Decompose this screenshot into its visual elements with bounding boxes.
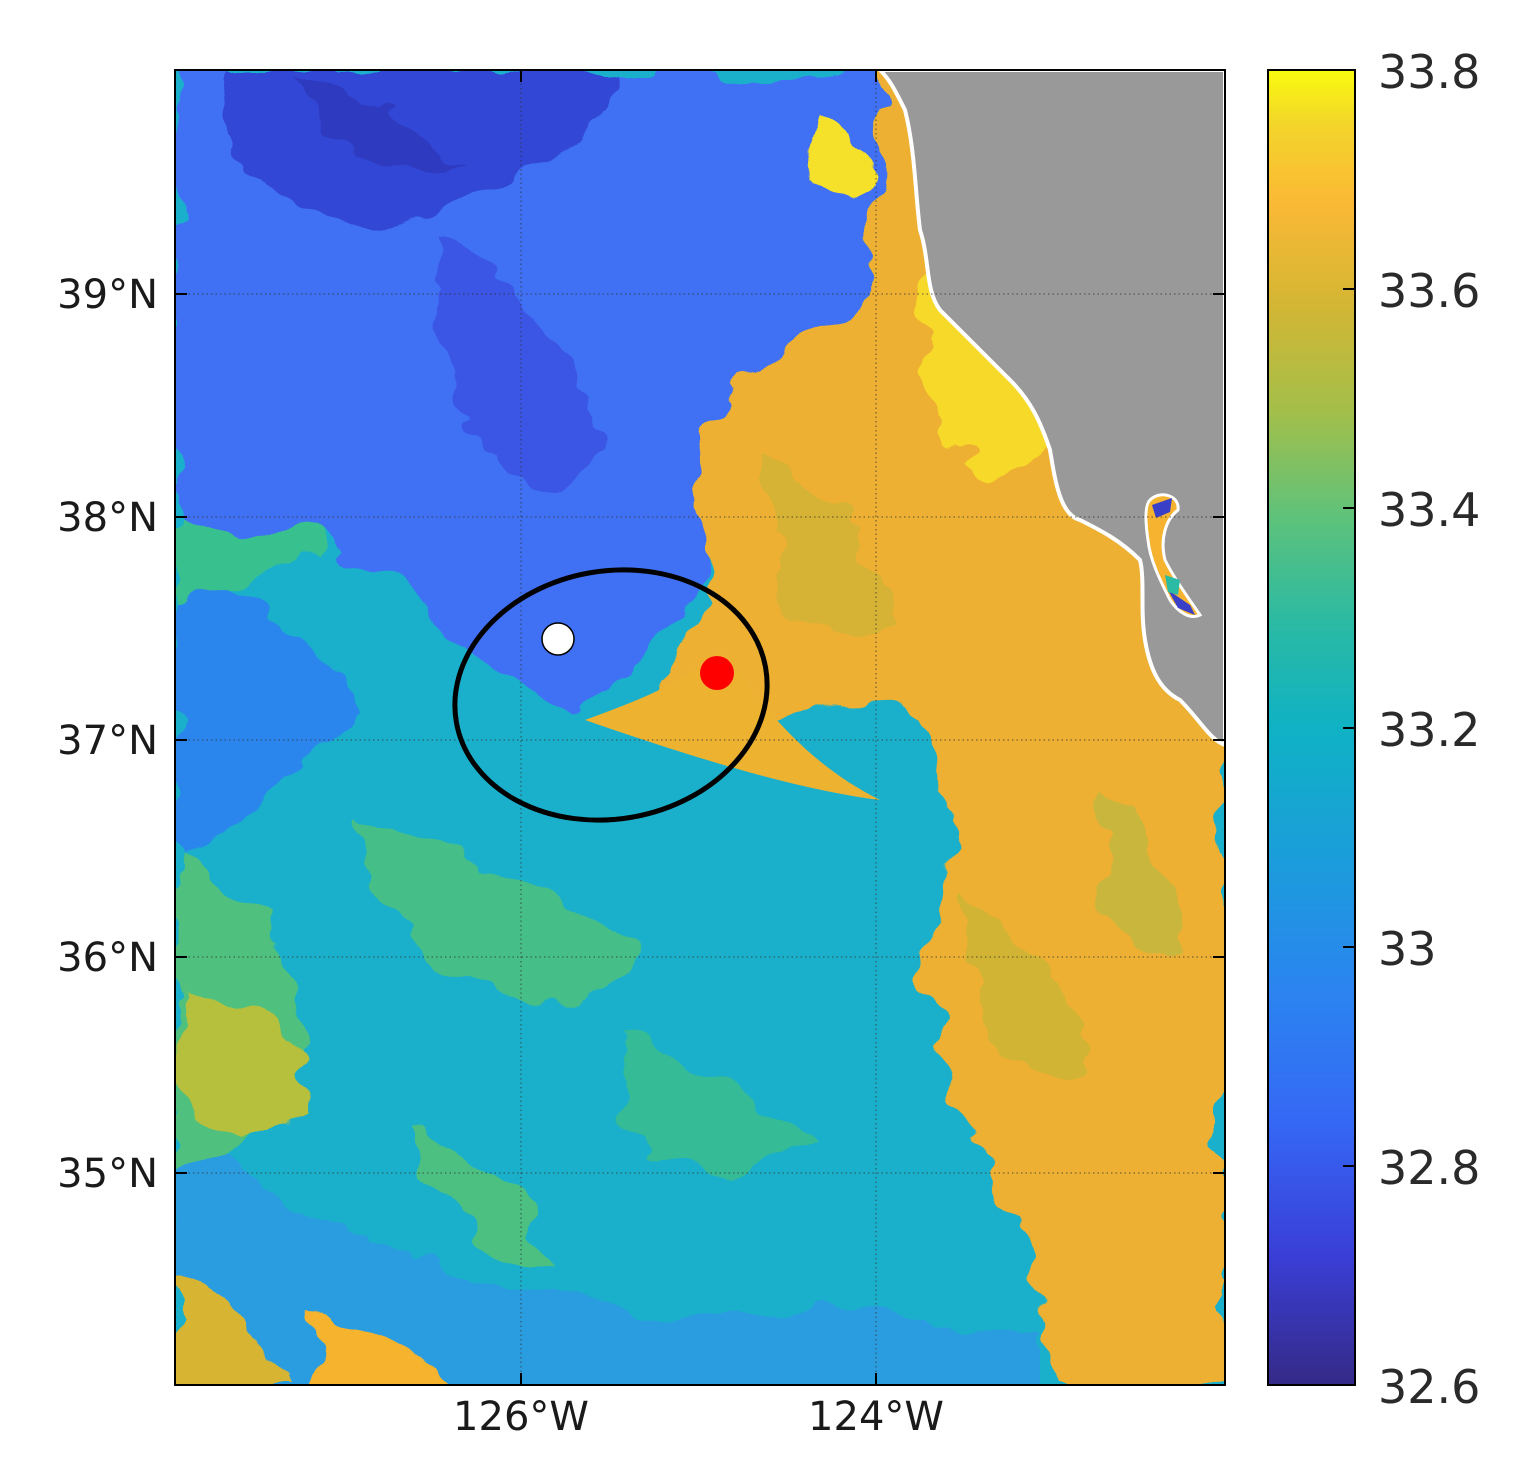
lon-tick-label: 126°W xyxy=(453,1394,589,1440)
latitude-labels: 39°N 38°N 37°N 36°N 35°N xyxy=(57,272,158,1197)
colorbar-tick-label: 33.6 xyxy=(1378,264,1480,318)
lat-tick-label: 39°N xyxy=(57,272,158,318)
white-point-marker xyxy=(541,622,575,656)
lat-tick-label: 35°N xyxy=(57,1151,158,1197)
colorbar-tick-label: 33 xyxy=(1378,922,1437,976)
lat-tick-label: 38°N xyxy=(57,495,158,541)
colorbar-gradient xyxy=(1267,69,1356,1386)
map-axes-frame xyxy=(174,69,1226,1386)
colorbar-tick-label: 32.6 xyxy=(1378,1360,1480,1414)
colorbar-tick-label: 33.4 xyxy=(1378,483,1480,537)
colorbar-ticks xyxy=(1343,69,1355,1386)
colorbar-tick-label: 33.2 xyxy=(1378,703,1480,757)
lat-tick-label: 36°N xyxy=(57,935,158,981)
colorbar-tick-label: 32.8 xyxy=(1378,1141,1480,1195)
grid-lines xyxy=(175,70,1225,1385)
colorbar: 32.6 32.8 33 33.2 33.4 33.6 33.8 xyxy=(1267,45,1480,1414)
longitude-labels: 126°W 124°W xyxy=(453,1394,944,1440)
salinity-field xyxy=(175,70,1225,1385)
lon-tick-label: 124°W xyxy=(808,1394,944,1440)
region-ellipse xyxy=(452,567,770,823)
colorbar-tick-label: 33.8 xyxy=(1378,45,1480,99)
red-point-marker xyxy=(700,656,734,690)
land-mass xyxy=(877,70,1225,748)
axis-ticks xyxy=(175,70,1225,1385)
lat-tick-label: 37°N xyxy=(57,718,158,764)
